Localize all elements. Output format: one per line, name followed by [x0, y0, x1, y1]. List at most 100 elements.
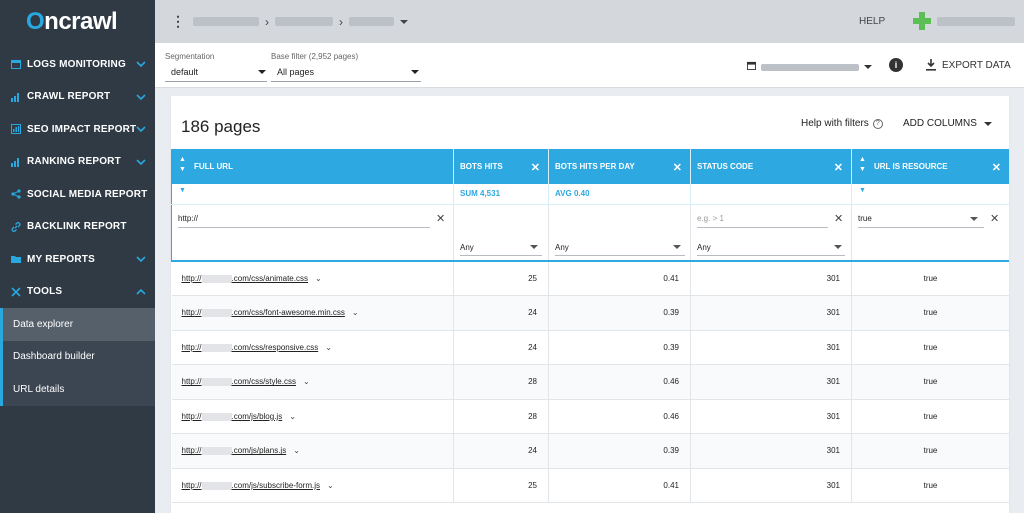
sidebar-item-label: TOOLS — [27, 286, 63, 298]
sidebar-item-tools[interactable]: TOOLS — [0, 276, 155, 309]
status-filter-select[interactable]: Any — [697, 242, 711, 252]
resource-filter-select[interactable]: true — [858, 213, 872, 223]
calendar-icon — [10, 58, 22, 70]
sidebar-item-backlink-report[interactable]: BACKLINK REPORT — [0, 211, 155, 244]
help-with-filters-link[interactable]: Help with filters ? — [801, 118, 883, 129]
cell-bots-hits: 24 — [453, 330, 549, 365]
filter-cell-bots-hits-per-day: Any — [548, 204, 691, 262]
sidebar-item-seo-impact-report[interactable]: SEO IMPACT REPORT — [0, 113, 155, 146]
aggregate-cell-resource: ▼ — [851, 184, 1009, 205]
chevron-down-icon[interactable]: ⌄ — [314, 274, 322, 283]
clear-icon[interactable]: ✕ — [990, 212, 1000, 225]
base-filter-select[interactable]: All pages — [277, 67, 315, 77]
filter-row: http:// ✕ Any Any e.g. > 1 ✕ — [171, 204, 1009, 262]
breadcrumb-workspace[interactable] — [193, 17, 259, 26]
chevron-down-icon[interactable]: ⌄ — [289, 411, 296, 421]
sidebar-subitem-dashboard-builder[interactable]: Dashboard builder — [0, 340, 155, 373]
clear-icon[interactable]: ✕ — [436, 212, 446, 225]
redacted-domain — [201, 412, 232, 421]
sort-down-icon[interactable]: ▼ — [179, 187, 186, 194]
date-range-select[interactable] — [761, 64, 859, 71]
clear-icon[interactable]: ✕ — [834, 212, 844, 225]
export-data-button[interactable]: EXPORT DATA — [926, 59, 1011, 71]
info-icon[interactable]: i — [889, 58, 903, 72]
remove-column-icon[interactable]: ✕ — [991, 162, 1001, 174]
sort-arrows-icon[interactable]: ▲ ▼ — [179, 156, 186, 173]
user-name[interactable] — [937, 17, 1015, 26]
table-row[interactable]: http:// .com/css/responsive.css ⌄ 24 0.39 301… — [171, 330, 1009, 365]
url-link[interactable]: http:// .com/css/animate.css — [182, 274, 308, 283]
bots-hits-per-day-filter-select[interactable]: Any — [555, 242, 569, 252]
url-filter-input[interactable]: http:// — [178, 213, 199, 223]
column-header-url-is-resource[interactable]: ▲ ▼ URL IS RESOURCE ✕ — [851, 149, 1009, 184]
filter-cell-status: e.g. > 1 ✕ Any — [690, 204, 852, 262]
chevron-down-icon[interactable]: ⌄ — [293, 446, 300, 456]
breadcrumb-analysis[interactable] — [349, 17, 394, 26]
sidebar-subitem-url-details[interactable]: URL details — [0, 373, 155, 406]
cell-bots-hits-per-day: 0.39 — [548, 295, 691, 331]
chevron-down-icon[interactable]: ⌄ — [302, 377, 310, 387]
chevron-down-icon[interactable]: ⌄ — [325, 342, 332, 352]
cell-bots-hits: 25 — [453, 261, 549, 296]
remove-column-icon[interactable]: ✕ — [672, 162, 682, 174]
url-link[interactable]: http:// .com/css/responsive.css — [182, 343, 319, 352]
url-link[interactable]: http:// .com/js/subscribe-form.js — [182, 481, 320, 490]
data-explorer-card: 186 pages Help with filters ? ADD COLUMN… — [171, 96, 1009, 513]
sort-down-icon[interactable]: ▼ — [859, 187, 866, 194]
chevron-down-icon[interactable]: ⌄ — [351, 308, 359, 318]
sidebar-item-crawl-report[interactable]: CRAWL REPORT — [0, 81, 155, 114]
column-header-bots-hits[interactable]: BOTS HITS ✕ — [453, 149, 549, 184]
table-row[interactable]: http:// .com/css/style.css ⌄ 28 0.46 301 true — [171, 364, 1009, 400]
folder-icon — [10, 253, 22, 265]
sort-arrows-icon[interactable]: ▲ ▼ — [859, 156, 866, 173]
sidebar-nav: LOGS MONITORING CRAWL REPORT SEO IMPACT … — [0, 44, 155, 406]
chevron-down-icon[interactable] — [530, 244, 538, 249]
chevron-down-icon[interactable] — [970, 216, 978, 221]
chevron-down-icon[interactable] — [864, 65, 872, 69]
filter-cell-resource: true ✕ — [851, 204, 1009, 262]
url-path: .com/css/animate.css — [231, 274, 308, 283]
sidebar-subitem-data-explorer[interactable]: Data explorer — [0, 308, 155, 341]
breadcrumb-dropdown-icon[interactable] — [400, 19, 408, 24]
cell-full-url: http:// .com/css/font-awesome.min.css ⌄ — [171, 295, 454, 331]
column-header-full-url[interactable]: ▲ ▼ FULL URL — [171, 149, 454, 184]
table-row[interactable]: http:// .com/css/animate.css ⌄ 25 0.41 301 tru… — [171, 261, 1009, 296]
url-link[interactable]: http:// .com/css/style.css — [182, 377, 296, 386]
cell-full-url: http:// .com/css/animate.css ⌄ — [171, 261, 454, 296]
kebab-menu-icon[interactable]: ⋮ — [171, 13, 185, 29]
table-row[interactable]: http:// .com/js/plans.js ⌄ 24 0.39 301 true — [171, 433, 1009, 469]
url-prefix: http:// — [181, 274, 202, 283]
table-row[interactable]: http:// .com/js/blog.js ⌄ 28 0.46 301 true — [171, 399, 1009, 434]
chevron-down-icon[interactable] — [258, 70, 266, 74]
url-path: .com/js/subscribe-form.js — [231, 480, 320, 490]
chevron-down-icon[interactable] — [673, 244, 681, 249]
sidebar-item-my-reports[interactable]: MY REPORTS — [0, 243, 155, 276]
sidebar-item-logs-monitoring[interactable]: LOGS MONITORING — [0, 48, 155, 81]
bots-hits-filter-select[interactable]: Any — [460, 242, 474, 252]
table-row[interactable]: http:// .com/js/subscribe-form.js ⌄ 25 0.41 3… — [171, 468, 1009, 503]
sidebar-item-ranking-report[interactable]: RANKING REPORT — [0, 146, 155, 179]
chevron-down-icon — [136, 93, 146, 100]
table-row[interactable]: http:// .com/css/font-awesome.min.css ⌄ 24 0… — [171, 295, 1009, 331]
remove-column-icon[interactable]: ✕ — [833, 162, 843, 174]
remove-column-icon[interactable]: ✕ — [530, 162, 540, 174]
status-filter-input[interactable]: e.g. > 1 — [697, 213, 724, 223]
segmentation-select[interactable]: default — [171, 67, 199, 77]
column-header-bots-hits-per-day[interactable]: BOTS HITS PER DAY ✕ — [548, 149, 691, 184]
add-columns-button[interactable]: ADD COLUMNS — [903, 118, 992, 129]
sidebar-item-label: SOCIAL MEDIA REPORT — [27, 188, 148, 200]
url-link[interactable]: http:// .com/js/blog.js — [182, 412, 283, 421]
avatar[interactable] — [913, 12, 931, 30]
url-link[interactable]: http:// .com/js/plans.js — [182, 446, 287, 455]
breadcrumb-project[interactable] — [275, 17, 333, 26]
chevron-down-icon[interactable]: ⌄ — [326, 480, 334, 490]
help-link[interactable]: HELP — [859, 16, 886, 27]
sidebar-item-social-media-report[interactable]: SOCIAL MEDIA REPORT — [0, 178, 155, 211]
chevron-down-icon[interactable] — [411, 70, 419, 74]
chevron-down-icon[interactable] — [834, 244, 842, 249]
url-link[interactable]: http:// .com/css/font-awesome.min.css — [182, 308, 345, 317]
cell-status-code: 301 — [690, 295, 852, 331]
column-header-status-code[interactable]: STATUS CODE ✕ — [690, 149, 852, 184]
cell-full-url: http:// .com/css/style.css ⌄ — [171, 364, 454, 400]
